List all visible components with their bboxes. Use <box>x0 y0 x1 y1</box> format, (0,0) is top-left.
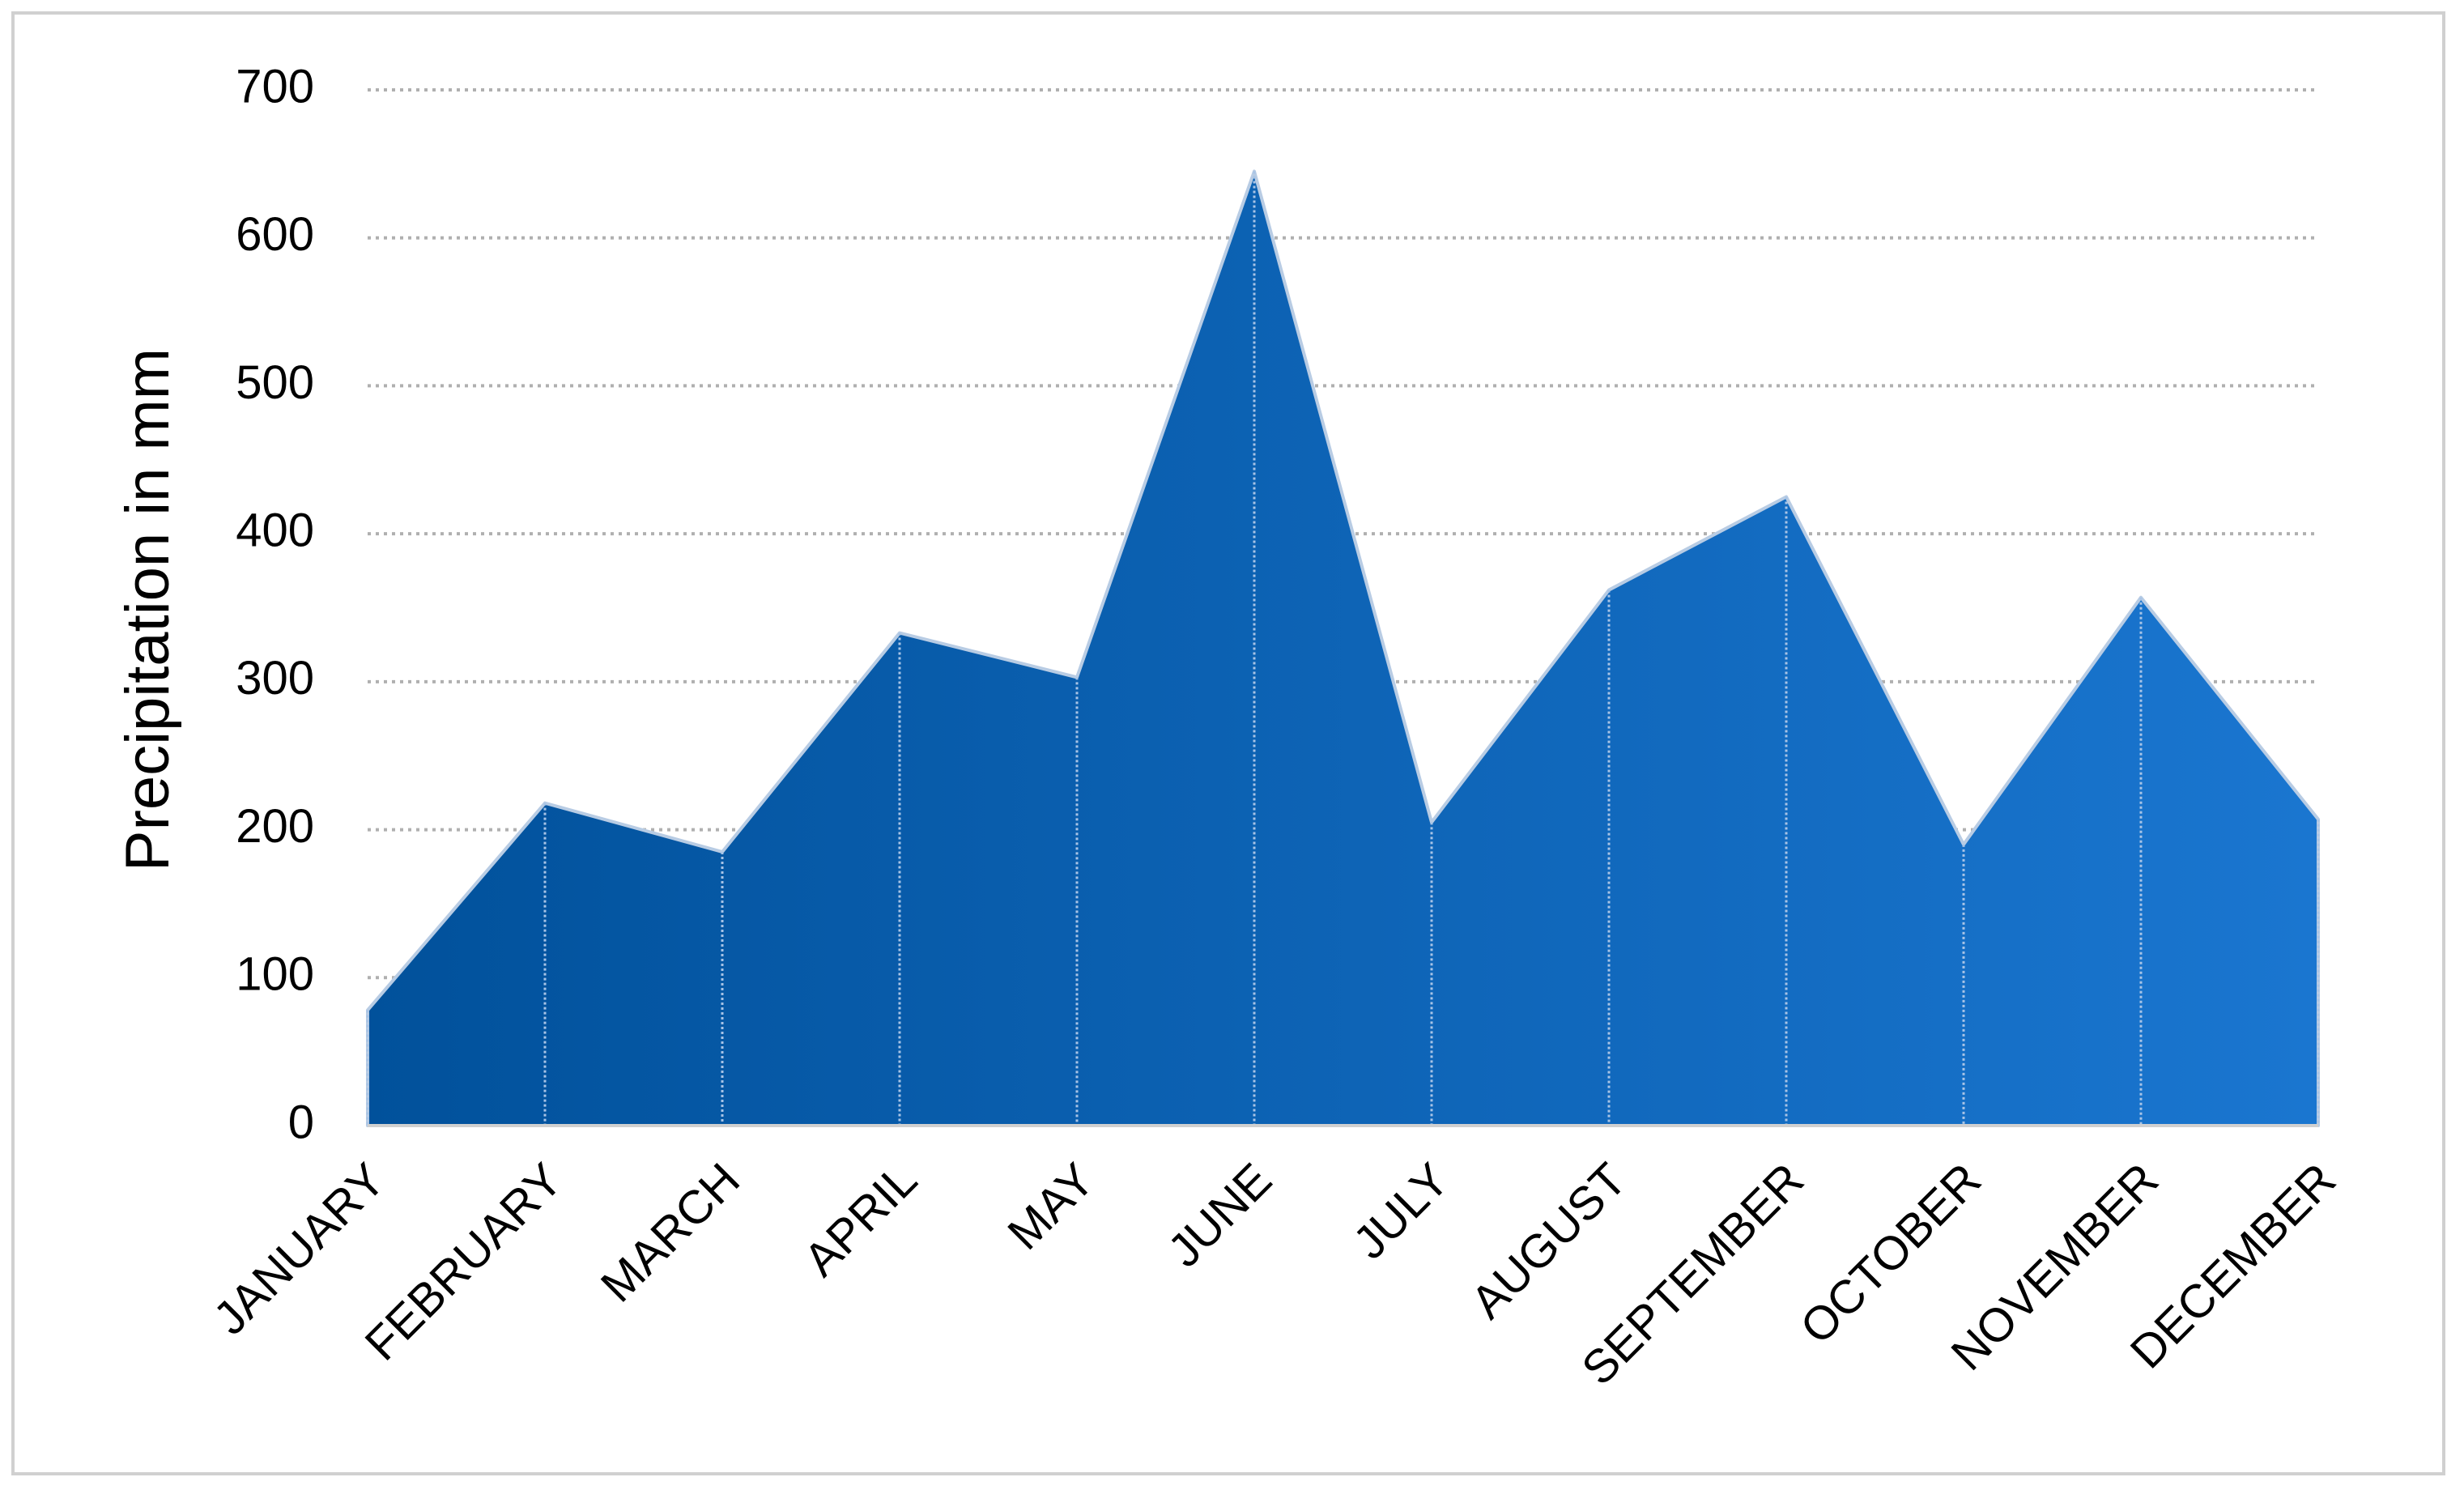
y-axis-label: Precipitation in mm <box>113 348 182 871</box>
y-tick-label: 200 <box>236 800 314 853</box>
y-tick-label: 600 <box>236 208 314 261</box>
y-tick-label: 0 <box>288 1096 314 1148</box>
y-tick-label: 400 <box>236 504 314 556</box>
y-tick-label: 100 <box>236 948 314 1001</box>
y-tick-label: 300 <box>236 652 314 705</box>
y-tick-label: 700 <box>236 60 314 113</box>
y-tick-label: 500 <box>236 356 314 409</box>
